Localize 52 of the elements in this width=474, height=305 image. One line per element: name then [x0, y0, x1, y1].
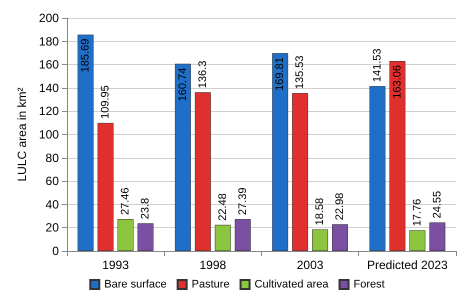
y-tick-label: 80: [46, 150, 60, 165]
data-label: 141.53: [371, 48, 384, 82]
y-tick-label: 180: [38, 34, 60, 48]
bar: [332, 224, 348, 251]
bar: [234, 219, 251, 251]
bar: [118, 219, 134, 251]
bar: [272, 53, 288, 251]
y-tick-label: 120: [38, 104, 60, 118]
data-label: 27.46: [120, 187, 132, 216]
data-label: 135.53: [294, 55, 306, 90]
x-tick-label: 1993: [102, 258, 130, 272]
bar: [429, 222, 446, 251]
bar: [214, 224, 231, 251]
bar: [409, 230, 426, 251]
x-tick-label: 2003: [296, 258, 324, 272]
y-tick-label: 20: [46, 220, 60, 235]
data-label: 24.55: [431, 190, 444, 218]
data-label: 17.76: [411, 198, 424, 226]
data-label: 163.06: [391, 65, 404, 99]
bar: [78, 34, 94, 251]
y-tick-label: 140: [38, 80, 60, 95]
legend-label: Pasture: [192, 278, 230, 290]
bar: [369, 86, 386, 251]
y-tick-label: 100: [38, 128, 60, 142]
y-tick-label: 60: [46, 174, 60, 188]
bar: [138, 223, 154, 251]
y-tick-label: 200: [38, 11, 60, 25]
bar: [312, 229, 328, 251]
legend-label: Cultivated area: [254, 278, 330, 290]
data-label: 27.39: [236, 188, 249, 216]
data-label: 18.58: [314, 198, 326, 226]
bar: [174, 64, 191, 251]
y-tick-label: 160: [38, 58, 60, 72]
y-axis-title: LULC area in km²: [15, 87, 29, 182]
data-label: 109.95: [100, 85, 112, 119]
data-label: 185.69: [80, 38, 92, 72]
x-tick-label: Predicted 2023: [367, 258, 448, 272]
data-label: 22.98: [334, 192, 346, 220]
bar: [389, 61, 406, 251]
legend-label: Bare surface: [104, 278, 167, 290]
y-tick-label: 0: [52, 244, 60, 258]
bar: [194, 92, 211, 251]
data-label: 160.74: [176, 68, 189, 102]
bar: [292, 93, 308, 251]
data-label: 22.48: [216, 193, 229, 221]
data-label: 169.81: [274, 57, 286, 91]
data-label: 23.8: [140, 198, 152, 220]
bar: [98, 122, 114, 251]
data-label: 136.3: [196, 60, 209, 88]
legend-label: Forest: [354, 278, 385, 290]
x-tick-label: 1998: [199, 258, 226, 272]
y-tick-label: 40: [46, 197, 60, 212]
